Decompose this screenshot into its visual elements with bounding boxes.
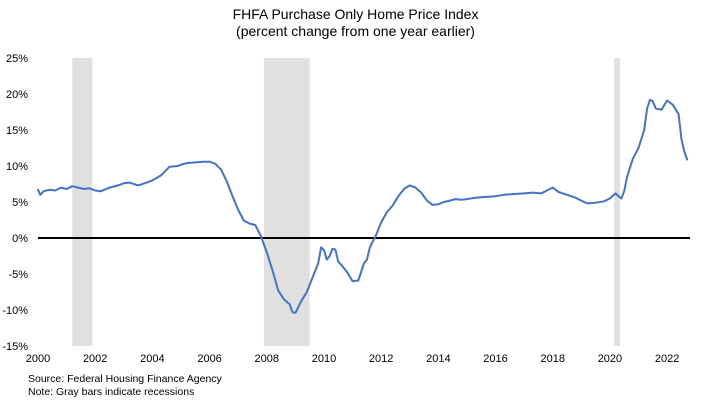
y-tick-label: 15% — [6, 125, 28, 137]
y-tick-label: 10% — [6, 161, 28, 173]
y-tick-label: 5% — [12, 197, 28, 209]
x-tick-label: 2020 — [598, 353, 622, 365]
x-tick-label: 2016 — [483, 353, 507, 365]
x-tick-label: 2012 — [369, 353, 393, 365]
recession-note: Note: Gray bars indicate recessions — [28, 386, 195, 398]
x-tick-label: 2018 — [540, 353, 564, 365]
x-tick-label: 2000 — [26, 353, 50, 365]
recession-bar — [72, 58, 93, 346]
recession-bar — [614, 58, 620, 346]
y-tick-label: -15% — [2, 341, 28, 353]
source-note: Source: Federal Housing Finance Agency — [28, 373, 222, 385]
y-tick-label: -10% — [2, 305, 28, 317]
y-tick-label: 20% — [6, 89, 28, 101]
x-tick-label: 2008 — [255, 353, 279, 365]
y-tick-label: -5% — [8, 269, 28, 281]
x-tick-label: 2010 — [312, 353, 336, 365]
series-line — [37, 98, 689, 314]
x-tick-label: 2002 — [83, 353, 107, 365]
chart-title: FHFA Purchase Only Home Price Index — [232, 6, 479, 22]
x-tick-label: 2006 — [197, 353, 221, 365]
chart-subtitle: (percent change from one year earlier) — [236, 23, 475, 39]
y-tick-label: 0% — [12, 233, 28, 245]
x-tick-label: 2014 — [426, 353, 450, 365]
x-tick-label: 2004 — [140, 353, 164, 365]
x-tick-label: 2022 — [655, 353, 679, 365]
y-tick-label: 25% — [6, 53, 28, 65]
